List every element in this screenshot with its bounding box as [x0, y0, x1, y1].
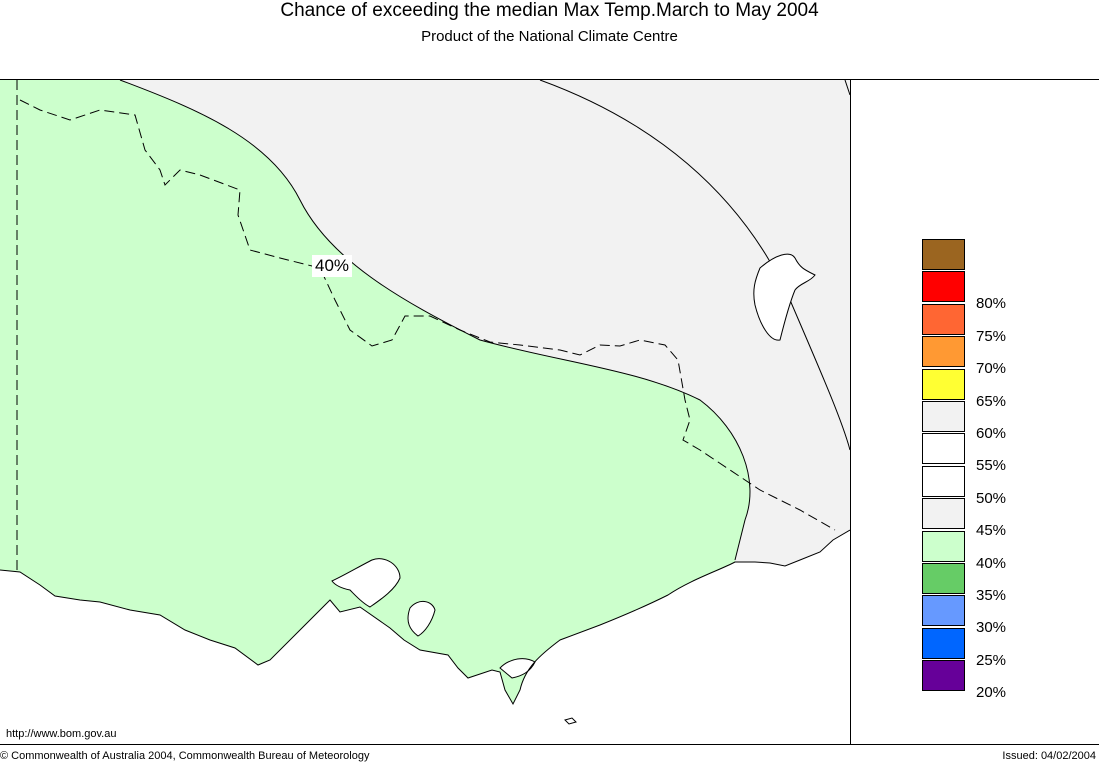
- contour-corner: [844, 80, 850, 96]
- legend-label: 50%: [976, 489, 1007, 507]
- legend-swatch: [922, 433, 965, 465]
- legend-swatch: [922, 465, 965, 497]
- legend-label: 60%: [976, 425, 1007, 442]
- legend-swatch: [922, 498, 965, 530]
- small-island: [564, 717, 577, 725]
- legend-label: 45%: [976, 522, 1007, 540]
- lake-outline: [753, 253, 816, 341]
- issued-date: Issued: 04/02/2004: [1002, 750, 1096, 762]
- legend-swatch: [922, 595, 965, 627]
- copyright-notice: © Commonwealth of Australia 2004, Common…: [0, 750, 370, 762]
- map-title: Chance of exceeding the median Max Temp.…: [280, 0, 819, 21]
- contour-label: 40%: [312, 255, 353, 277]
- legend-label: 20%: [976, 684, 1007, 702]
- legend-divider: [850, 79, 851, 745]
- legend-label: 55%: [976, 457, 1007, 475]
- legend-swatch: [922, 627, 965, 659]
- legend-label: 65%: [976, 392, 1007, 410]
- legend-swatch: [922, 271, 965, 303]
- legend-swatch: [922, 368, 965, 400]
- legend-label: 35%: [976, 587, 1007, 604]
- legend-swatch: [922, 530, 965, 562]
- legend-swatch: [922, 303, 965, 335]
- source-url[interactable]: http://www.bom.gov.au: [6, 728, 117, 740]
- legend-label: 25%: [976, 651, 1007, 669]
- legend-swatch: [922, 563, 965, 594]
- legend-label: 70%: [976, 360, 1007, 378]
- legend-swatch: [922, 401, 965, 432]
- contour-40: [119, 80, 751, 561]
- legend-swatch: [922, 239, 965, 270]
- legend-label: 40%: [976, 554, 1007, 572]
- state-border: [19, 99, 836, 531]
- legend-swatch: [922, 336, 965, 368]
- probability-map: [0, 80, 850, 725]
- legend-swatch: [922, 660, 965, 692]
- bay-patch: [331, 558, 401, 608]
- legend-label: 30%: [976, 619, 1007, 637]
- map-frame: [0, 79, 1099, 745]
- land-green-zone: [0, 80, 750, 704]
- legend-label: 80%: [976, 295, 1007, 313]
- coastline: [0, 529, 850, 706]
- legend-label: 75%: [976, 327, 1007, 345]
- map-subtitle: Product of the National Climate Centre: [421, 28, 678, 45]
- inlet-patch: [407, 601, 436, 637]
